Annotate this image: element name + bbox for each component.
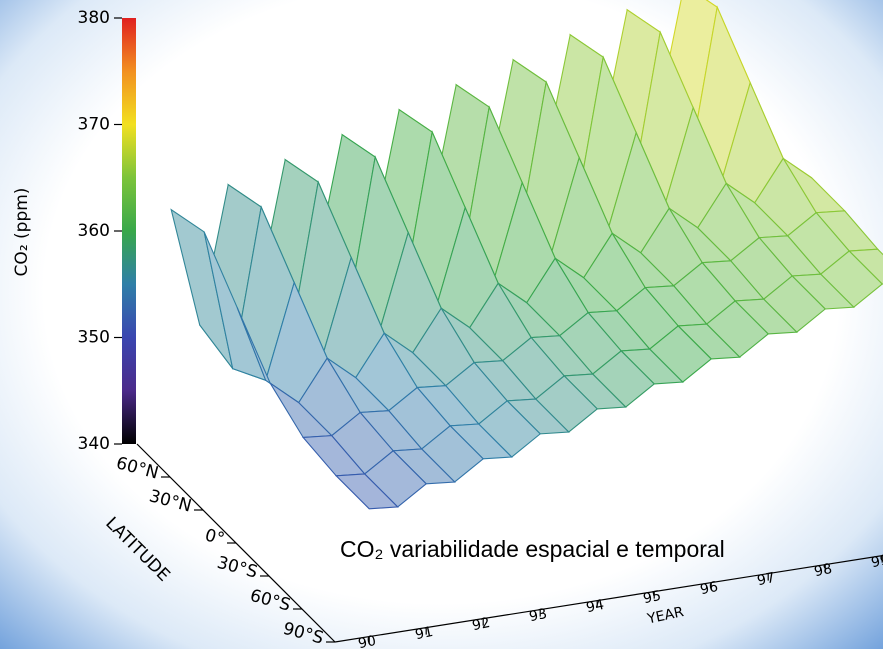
year-tick-label: 96 [699, 579, 720, 598]
year-tick-label: 95 [642, 588, 663, 607]
z-tick-label: 380 [78, 8, 110, 28]
latitude-tick-label: 60°N [114, 453, 161, 483]
z-axis-label: CO₂ (ppm) [12, 188, 32, 277]
year-tick-label: 98 [813, 561, 834, 580]
colorbar [122, 18, 136, 444]
latitude-tick-label: 90°S [281, 619, 326, 649]
year-tick-label: 93 [528, 606, 549, 625]
year-tick-label: 92 [471, 615, 492, 634]
year-tick-label: 94 [585, 597, 606, 616]
z-tick-label: 350 [78, 328, 110, 348]
z-tick-label: 370 [78, 115, 110, 135]
year-tick-label: 97 [756, 570, 777, 589]
latitude-axis-label: LATITUDE [101, 513, 173, 585]
latitude-tick-label: 30°N [147, 486, 194, 516]
z-tick-label: 360 [78, 221, 110, 241]
year-tick-label: 91 [414, 624, 435, 643]
year-axis [334, 554, 883, 643]
surface [170, 0, 883, 510]
year-tick-label: 90 [357, 633, 378, 649]
surface-patch [334, 473, 399, 510]
year-axis-label: YEAR [645, 604, 685, 628]
z-tick-label: 340 [78, 434, 110, 454]
latitude-tick-label: 60°S [248, 586, 293, 616]
year-tick-label: 99 [870, 552, 883, 571]
latitude-tick-label: 30°S [215, 553, 260, 583]
annotation: CO₂ variabilidade espacial e temporal [340, 536, 725, 562]
latitude-tick-label: 0° [203, 525, 227, 549]
